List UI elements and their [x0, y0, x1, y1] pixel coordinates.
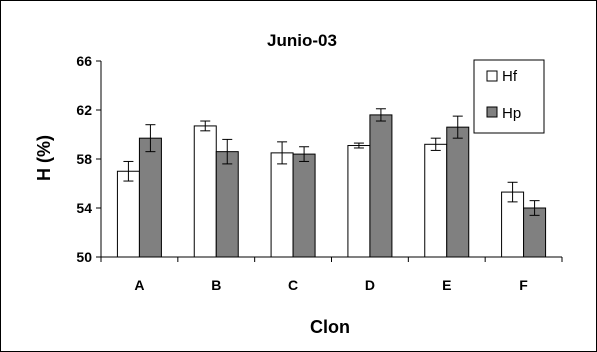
bar-hf-d [347, 145, 371, 258]
x-axis-title: Clon [310, 317, 350, 337]
y-axis-title: H (%) [34, 135, 54, 181]
x-tick-label: E [442, 277, 451, 293]
legend-label-hf: Hf [502, 68, 518, 85]
legend: Hf Hp [473, 59, 545, 134]
x-tick-label: B [211, 277, 221, 293]
x-tick-label: C [288, 277, 298, 293]
bar-hp-b [215, 151, 239, 258]
bar-hf-c [270, 152, 294, 258]
plot-area: 50 54 58 62 66 A B C D E F [76, 53, 563, 293]
y-tick-label: 50 [76, 249, 92, 265]
bar-hf-b [193, 125, 217, 258]
y-tick-label: 62 [76, 102, 92, 118]
x-tick-label: D [365, 277, 375, 293]
legend-swatch-hf [486, 70, 498, 82]
legend-box [473, 59, 545, 134]
chart-title: Junio-03 [267, 31, 337, 50]
x-tick-label: F [519, 277, 528, 293]
bar-hf-a [116, 170, 140, 258]
bar-hp-e [446, 126, 470, 258]
bar-hp-c [292, 153, 316, 258]
legend-label-hp: Hp [502, 105, 521, 122]
bar-hp-a [138, 137, 162, 258]
legend-swatch-hp [486, 106, 498, 118]
y-tick-label: 54 [76, 200, 92, 216]
y-tick-label: 58 [76, 151, 92, 167]
x-tick-label: A [134, 277, 144, 293]
y-tick-label: 66 [76, 53, 92, 69]
bar-hf-e [424, 143, 448, 258]
bar-hp-d [369, 114, 393, 258]
